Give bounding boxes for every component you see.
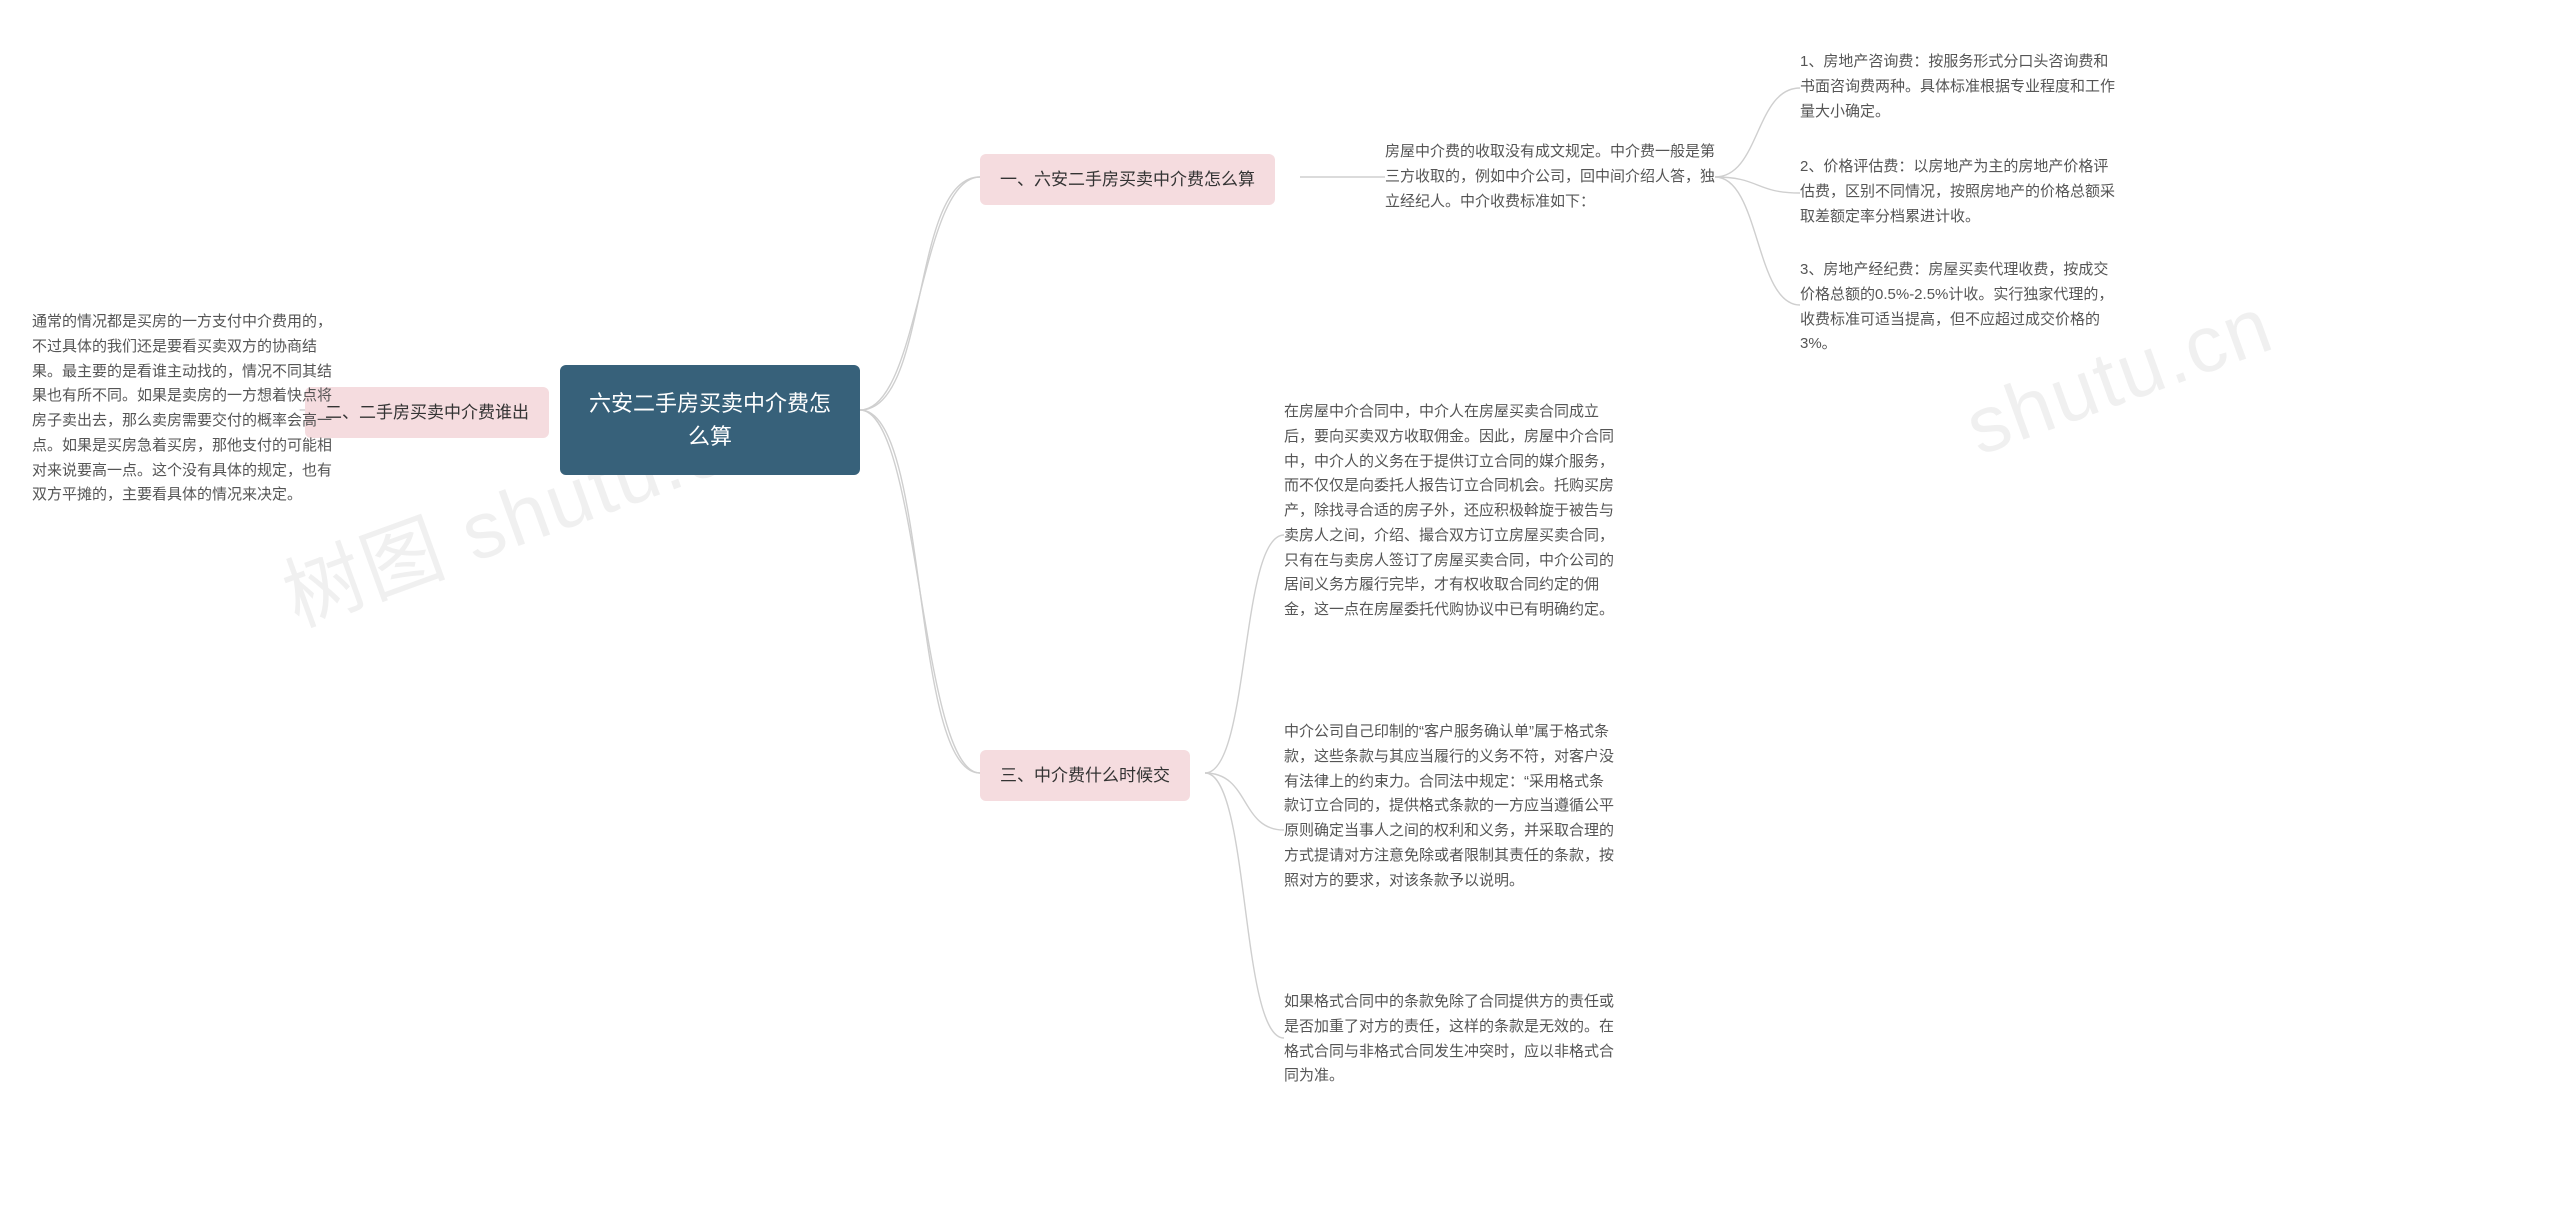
branch-1-child-1b: 2、价格评估费：以房地产为主的房地产价格评估费，区别不同情况，按照房地产的价格总…	[1800, 155, 2120, 229]
branch-3-child-1: 在房屋中介合同中，中介人在房屋买卖合同成立后，要向买卖双方收取佣金。因此，房屋中…	[1284, 400, 1614, 623]
branch-2-child-1: 通常的情况都是买房的一方支付中介费用的，不过具体的我们还是要看买卖双方的协商结果…	[32, 310, 342, 508]
root-line1: 六安二手房买卖中介费怎	[589, 391, 831, 416]
branch-3-child-3: 如果格式合同中的条款免除了合同提供方的责任或是否加重了对方的责任，这样的条款是无…	[1284, 990, 1614, 1089]
branch-1-child-1c: 3、房地产经纪费：房屋买卖代理收费，按成交价格总额的0.5%-2.5%计收。实行…	[1800, 258, 2120, 357]
connector-layer	[0, 0, 2560, 1216]
branch-1-child-1: 房屋中介费的收取没有成文规定。中介费一般是第三方收取的，例如中介公司，回中间介绍…	[1385, 140, 1715, 214]
root-node[interactable]: 六安二手房买卖中介费怎 么算	[560, 365, 860, 475]
branch-1-child-1a: 1、房地产咨询费：按服务形式分口头咨询费和书面咨询费两种。具体标准根据专业程度和…	[1800, 50, 2120, 124]
root-line2: 么算	[688, 424, 732, 449]
branch-3-child-2: 中介公司自己印制的“客户服务确认单”属于格式条款，这些条款与其应当履行的义务不符…	[1284, 720, 1614, 893]
branch-1[interactable]: 一、六安二手房买卖中介费怎么算	[980, 154, 1275, 205]
branch-3[interactable]: 三、中介费什么时候交	[980, 750, 1190, 801]
